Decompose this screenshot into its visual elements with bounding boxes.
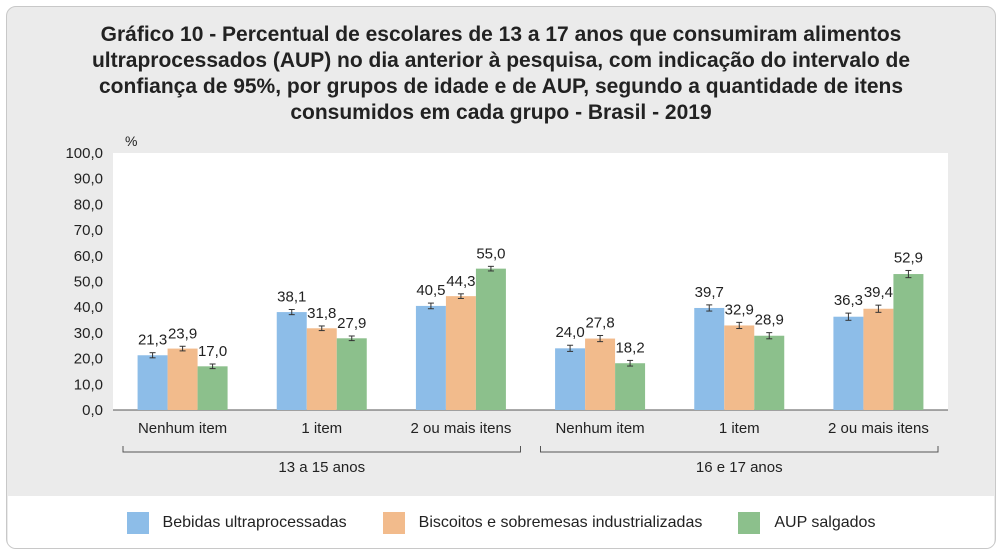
legend: Bebidas ultraprocessadas Biscoitos e sob… bbox=[7, 512, 995, 534]
y-tick-label: 80,0 bbox=[74, 196, 103, 213]
y-tick-label: 40,0 bbox=[74, 299, 103, 316]
x-tick-label: Nenhum item bbox=[555, 420, 644, 437]
y-tick-label: 60,0 bbox=[74, 248, 103, 265]
y-tick-label: 0,0 bbox=[82, 402, 103, 419]
bar bbox=[615, 363, 646, 410]
legend-item-salgados: AUP salgados bbox=[738, 512, 875, 534]
bar bbox=[475, 268, 506, 410]
legend-swatch-biscoitos bbox=[382, 512, 405, 534]
data-label: 27,8 bbox=[585, 314, 614, 331]
x-tick-label: 1 item bbox=[719, 420, 760, 437]
x-tick-label: 2 ou mais itens bbox=[410, 420, 511, 437]
data-label: 28,9 bbox=[755, 312, 784, 329]
legend-label-biscoitos: Biscoitos e sobremesas industrializadas bbox=[418, 514, 703, 531]
chart-title: Gráfico 10 - Percentual de escolares de … bbox=[91, 23, 911, 124]
data-label: 38,1 bbox=[277, 289, 306, 306]
legend-label-salgados: AUP salgados bbox=[774, 514, 876, 531]
y-tick-label: 20,0 bbox=[74, 351, 103, 368]
y-tick-label: 100,0 bbox=[65, 145, 103, 162]
group-bracket bbox=[122, 446, 521, 453]
legend-swatch-salgados bbox=[738, 512, 761, 534]
y-unit-label: % bbox=[125, 133, 137, 149]
legend-item-bebidas: Bebidas ultraprocessadas bbox=[126, 512, 347, 534]
bar bbox=[445, 296, 476, 410]
data-label: 27,9 bbox=[337, 315, 366, 332]
data-label: 21,3 bbox=[138, 332, 167, 349]
data-label: 18,2 bbox=[615, 339, 644, 356]
bar bbox=[555, 348, 586, 410]
group-label: 16 e 17 anos bbox=[696, 459, 783, 476]
legend-band bbox=[8, 496, 994, 548]
y-tick-label: 50,0 bbox=[74, 274, 103, 291]
group-bracket bbox=[540, 446, 939, 453]
x-tick-label: Nenhum item bbox=[138, 420, 227, 437]
data-label: 39,7 bbox=[695, 284, 724, 301]
data-label: 36,3 bbox=[834, 292, 863, 309]
data-label: 52,9 bbox=[894, 249, 923, 266]
data-label: 40,5 bbox=[416, 282, 445, 299]
bar bbox=[863, 308, 894, 410]
data-label: 44,3 bbox=[446, 273, 475, 290]
legend-item-biscoitos: Biscoitos e sobremesas industrializadas bbox=[382, 512, 703, 534]
bar bbox=[694, 307, 725, 410]
data-label: 32,9 bbox=[725, 301, 754, 318]
bar bbox=[137, 355, 168, 410]
bar bbox=[833, 316, 864, 410]
data-label: 24,0 bbox=[555, 324, 584, 341]
bar bbox=[197, 366, 228, 410]
bar bbox=[306, 328, 337, 410]
y-tick-label: 30,0 bbox=[74, 325, 103, 342]
group-label: 13 a 15 anos bbox=[278, 459, 365, 476]
y-tick-label: 10,0 bbox=[74, 376, 103, 393]
data-label: 17,0 bbox=[198, 343, 227, 360]
data-label: 39,4 bbox=[864, 284, 893, 301]
bar bbox=[276, 312, 307, 410]
plot-area bbox=[113, 153, 948, 410]
y-tick-label: 90,0 bbox=[74, 171, 103, 188]
legend-swatch-bebidas bbox=[126, 512, 149, 534]
bar bbox=[724, 325, 755, 410]
bar bbox=[167, 348, 198, 410]
x-tick-label: 1 item bbox=[301, 420, 342, 437]
bar bbox=[893, 274, 924, 410]
data-label: 31,8 bbox=[307, 305, 336, 322]
bar bbox=[585, 338, 616, 410]
data-label: 55,0 bbox=[476, 245, 505, 262]
bar bbox=[415, 305, 446, 410]
y-tick-label: 70,0 bbox=[74, 222, 103, 239]
x-tick-label: 2 ou mais itens bbox=[828, 420, 929, 437]
bar bbox=[336, 338, 367, 410]
bar bbox=[754, 335, 785, 410]
legend-label-bebidas: Bebidas ultraprocessadas bbox=[162, 514, 347, 531]
data-label: 23,9 bbox=[168, 325, 197, 342]
